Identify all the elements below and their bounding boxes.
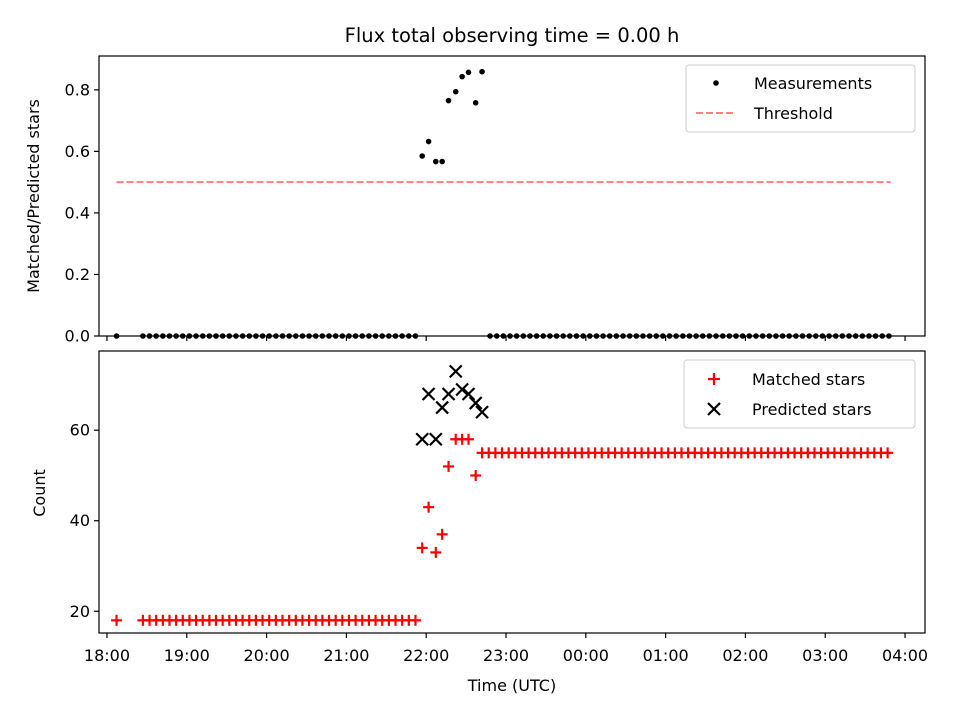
x-tick-label: 23:00 [483, 646, 529, 665]
legend-measurements-marker [713, 80, 719, 86]
x-tick-label: 18:00 [84, 646, 130, 665]
measurement-point [479, 68, 485, 75]
predicted-star-point [441, 387, 456, 401]
x-tick-label: 22:00 [403, 646, 449, 665]
predicted-star-point [461, 387, 476, 401]
legend-predicted-label: Predicted stars [752, 400, 872, 419]
matched-star-point [409, 614, 421, 626]
legend-top: Measurements Threshold [685, 64, 916, 133]
count-ytick-label: 60 [70, 421, 90, 440]
x-tick-label: 00:00 [563, 646, 609, 665]
matched-star-point [463, 433, 475, 445]
measurement-point [452, 88, 459, 95]
ylabel-count: Count [30, 469, 49, 517]
count-ytick-label: 20 [70, 602, 90, 621]
legend-matched-marker [708, 373, 720, 385]
legend-threshold-label: Threshold [753, 104, 833, 123]
predicted-star-point [448, 364, 463, 379]
ratio-ytick-label: 0.6 [65, 142, 90, 161]
matched-star-point [416, 542, 428, 554]
x-tick-label: 02:00 [722, 646, 768, 665]
x-tick-label: 01:00 [643, 646, 689, 665]
measurement-point [472, 99, 479, 106]
ratio-ytick-label: 0.2 [65, 265, 90, 284]
x-tick-label: 20:00 [244, 646, 290, 665]
predicted-star-point [435, 400, 449, 415]
measurement-point [425, 138, 432, 145]
xlabel: Time (UTC) [467, 676, 556, 695]
matched-star-point [882, 447, 894, 459]
chart-title: Flux total observing time = 0.00 h [345, 24, 680, 47]
matched-star-point [443, 460, 455, 472]
measurement-point [459, 73, 465, 80]
legend-top-box [685, 64, 916, 133]
matched-star-point [436, 528, 448, 540]
predicted-star-point [415, 432, 429, 447]
legend-bottom: Matched stars Predicted stars [683, 359, 916, 429]
panel-ratio-frame [98, 55, 926, 337]
x-tick-label: 03:00 [802, 646, 848, 665]
matched-star-point [111, 614, 123, 626]
measurement-point [439, 158, 445, 165]
measurement-point [432, 158, 439, 165]
count-ytick-label: 40 [70, 511, 90, 530]
predicted-star-point [429, 432, 443, 447]
x-tick-label: 04:00 [882, 646, 928, 665]
measurement-point [419, 153, 426, 159]
x-tick-label: 21:00 [323, 646, 369, 665]
panel-count-frame [98, 350, 926, 634]
legend-bottom-box [683, 359, 916, 429]
matched-star-point [423, 501, 435, 513]
panel-ratio: 0.00.20.40.60.8 Matched/Predicted stars … [24, 55, 926, 346]
ratio-ytick-label: 0.0 [65, 327, 90, 346]
ratio-ytick-label: 0.4 [65, 203, 90, 222]
predicted-star-point [468, 396, 483, 410]
legend-matched-label: Matched stars [752, 370, 865, 389]
ratio-ytick-label: 0.8 [65, 80, 90, 99]
ylabel-ratio: Matched/Predicted stars [24, 99, 43, 293]
panel-count: 20 40 60 18:00 19:00 20:00 21:00 22:00 23:00 00:… [30, 350, 928, 695]
x-tick-label: 19:00 [164, 646, 210, 665]
legend-measurements-label: Measurements [754, 74, 872, 93]
predicted-star-point [475, 405, 489, 419]
matched-star-point [470, 469, 482, 481]
measurement-point [465, 69, 472, 76]
predicted-star-point [421, 387, 436, 401]
matched-star-point [430, 546, 442, 558]
measurement-point [445, 97, 452, 104]
legend-predicted-marker [707, 402, 721, 416]
predicted-star-point [455, 382, 469, 397]
